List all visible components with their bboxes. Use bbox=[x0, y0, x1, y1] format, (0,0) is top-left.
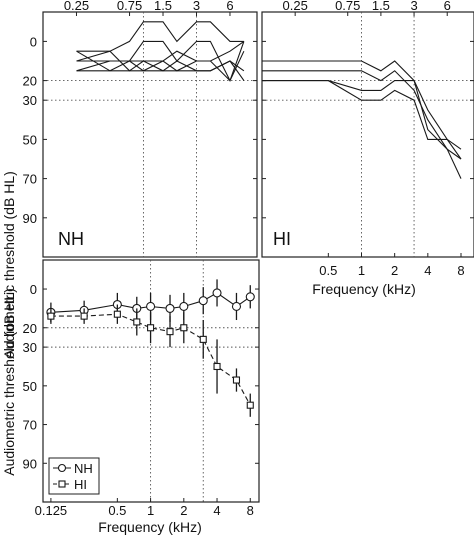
means-point-NH bbox=[231, 301, 242, 312]
means-ytick-label: 30 bbox=[23, 340, 37, 355]
means-ytick-label: 90 bbox=[23, 456, 37, 471]
means-point-NH bbox=[198, 296, 208, 306]
hi-toptick-label: 3 bbox=[410, 0, 417, 13]
hi-xtick-label: 4 bbox=[424, 263, 431, 278]
means-ytick-label: 50 bbox=[23, 379, 37, 394]
hi-xtick-label: 0.5 bbox=[319, 263, 337, 278]
means-xtick-label: 2 bbox=[180, 503, 187, 518]
means-xtick-label: 8 bbox=[247, 503, 254, 518]
nh-ytick-label: 50 bbox=[23, 132, 37, 147]
means-ytick-label: 20 bbox=[23, 321, 37, 336]
hi-subject-line-3 bbox=[262, 80, 462, 179]
means-xtick-label: 1 bbox=[147, 503, 154, 518]
hi-toptick-label: 6 bbox=[444, 0, 451, 13]
means-point-HI bbox=[80, 312, 88, 320]
nh-ytick-label: 0 bbox=[30, 34, 37, 49]
means-xtick-label: 0.125 bbox=[35, 503, 68, 518]
nh-toptick-label: 1.5 bbox=[154, 0, 172, 13]
legend-label-HI: HI bbox=[74, 477, 87, 492]
nh-panel-label: NH bbox=[58, 229, 84, 249]
nh-toptick-label: 6 bbox=[226, 0, 233, 13]
hi-toptick-label: 0.75 bbox=[335, 0, 360, 13]
means-point-HI bbox=[133, 318, 141, 326]
legend-marker-HI bbox=[58, 480, 66, 488]
legend-marker-NH bbox=[57, 463, 67, 473]
hi-toptick-label: 1.5 bbox=[372, 0, 390, 13]
means-point-HI bbox=[199, 335, 207, 343]
means-point-NH bbox=[165, 303, 175, 313]
means-point-NH bbox=[146, 301, 156, 312]
means-point-HI bbox=[47, 312, 55, 320]
means-xtick-label: 4 bbox=[213, 503, 220, 518]
means-point-NH bbox=[245, 292, 255, 302]
nh-toptick-label: 0.75 bbox=[117, 0, 142, 13]
means-ytick-label: 0 bbox=[30, 282, 37, 297]
nh-toptick-label: 0.25 bbox=[64, 0, 89, 13]
nh-toptick-label: 3 bbox=[193, 0, 200, 13]
hi-subject-line-4 bbox=[262, 80, 462, 160]
nh-panel-frame bbox=[42, 11, 258, 258]
means-point-NH bbox=[212, 288, 222, 298]
means-xtick-label: 0.5 bbox=[108, 503, 126, 518]
nh-ytick-label: 20 bbox=[23, 74, 37, 89]
means-point-NH bbox=[179, 301, 189, 312]
nh-subject-line-1 bbox=[76, 21, 244, 52]
means-point-HI bbox=[180, 324, 188, 332]
means-point-HI bbox=[166, 328, 174, 336]
means-point-HI bbox=[147, 324, 155, 332]
hi-xtick-label: 1 bbox=[358, 263, 365, 278]
hi-subject-line-1 bbox=[262, 60, 462, 150]
nh-ytick-label: 30 bbox=[23, 93, 37, 108]
y-axis-label: Audiometric threshold (dB HL) bbox=[1, 171, 17, 359]
hi-x-axis-label: Frequency (kHz) bbox=[312, 281, 415, 297]
means-point-HI bbox=[213, 362, 221, 371]
means-point-HI bbox=[246, 401, 254, 409]
hi-panel-label: HI bbox=[273, 229, 291, 249]
means-ytick-label: 70 bbox=[23, 418, 37, 433]
hi-toptick-label: 0.25 bbox=[283, 0, 308, 13]
means-point-HI bbox=[113, 310, 121, 318]
means-x-axis-label: Frequency (kHz) bbox=[98, 519, 201, 535]
means-point-HI bbox=[232, 376, 241, 384]
nh-ytick-label: 70 bbox=[23, 172, 37, 187]
legend-label-NH: NH bbox=[74, 461, 93, 476]
nh-ytick-label: 90 bbox=[23, 211, 37, 226]
hi-panel-frame bbox=[261, 11, 474, 258]
legend-box bbox=[48, 457, 100, 495]
hi-subject-line-2 bbox=[262, 70, 462, 160]
means-y-axis-label: Audiometric threshold (dB HL) bbox=[1, 288, 17, 476]
nh-subject-line-6 bbox=[76, 40, 245, 72]
nh-subject-line-5 bbox=[76, 60, 245, 72]
hi-xtick-label: 2 bbox=[391, 263, 398, 278]
hi-xtick-label: 8 bbox=[457, 263, 464, 278]
